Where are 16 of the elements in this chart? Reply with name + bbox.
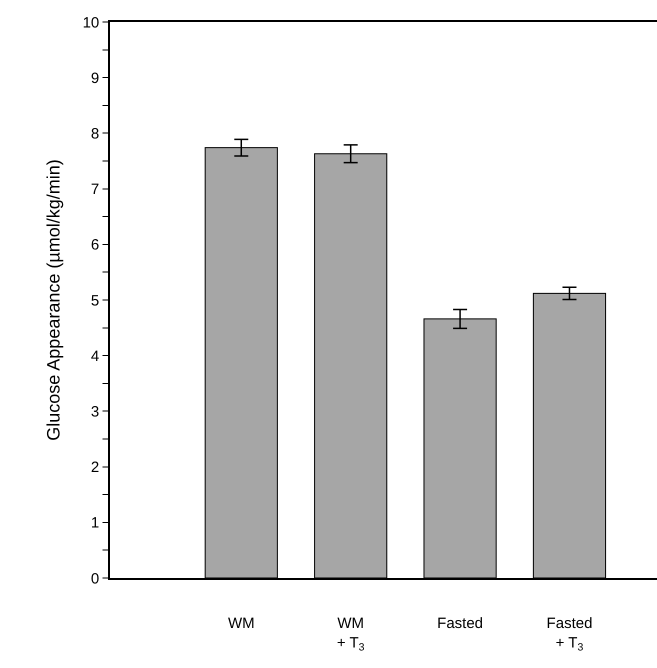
y-tick-label: 5 [90, 292, 100, 310]
y-tick-label: 1 [90, 514, 100, 532]
y-tick-label: 9 [90, 70, 100, 87]
y-tick-label: 3 [90, 403, 100, 420]
y-tick-label: 7 [90, 181, 100, 198]
y-tick-label: 2 [90, 459, 100, 476]
y-tick-label: 0 [90, 570, 100, 588]
y-tick-label: 6 [90, 236, 100, 254]
y-tick-label: 8 [90, 125, 100, 142]
x-tick-label: WM + T$_{3}$ [336, 614, 365, 654]
x-tick-label: WM [228, 614, 255, 632]
y-tick-label: 4 [90, 348, 100, 365]
y-axis-title: Glucose Appearance (µmol/kg/min) [43, 159, 64, 441]
x-tick-label: Fasted + T$_{3}$ [546, 614, 592, 654]
x-tick-label: Fasted [437, 614, 484, 632]
y-tick-label: 10 [82, 14, 100, 32]
